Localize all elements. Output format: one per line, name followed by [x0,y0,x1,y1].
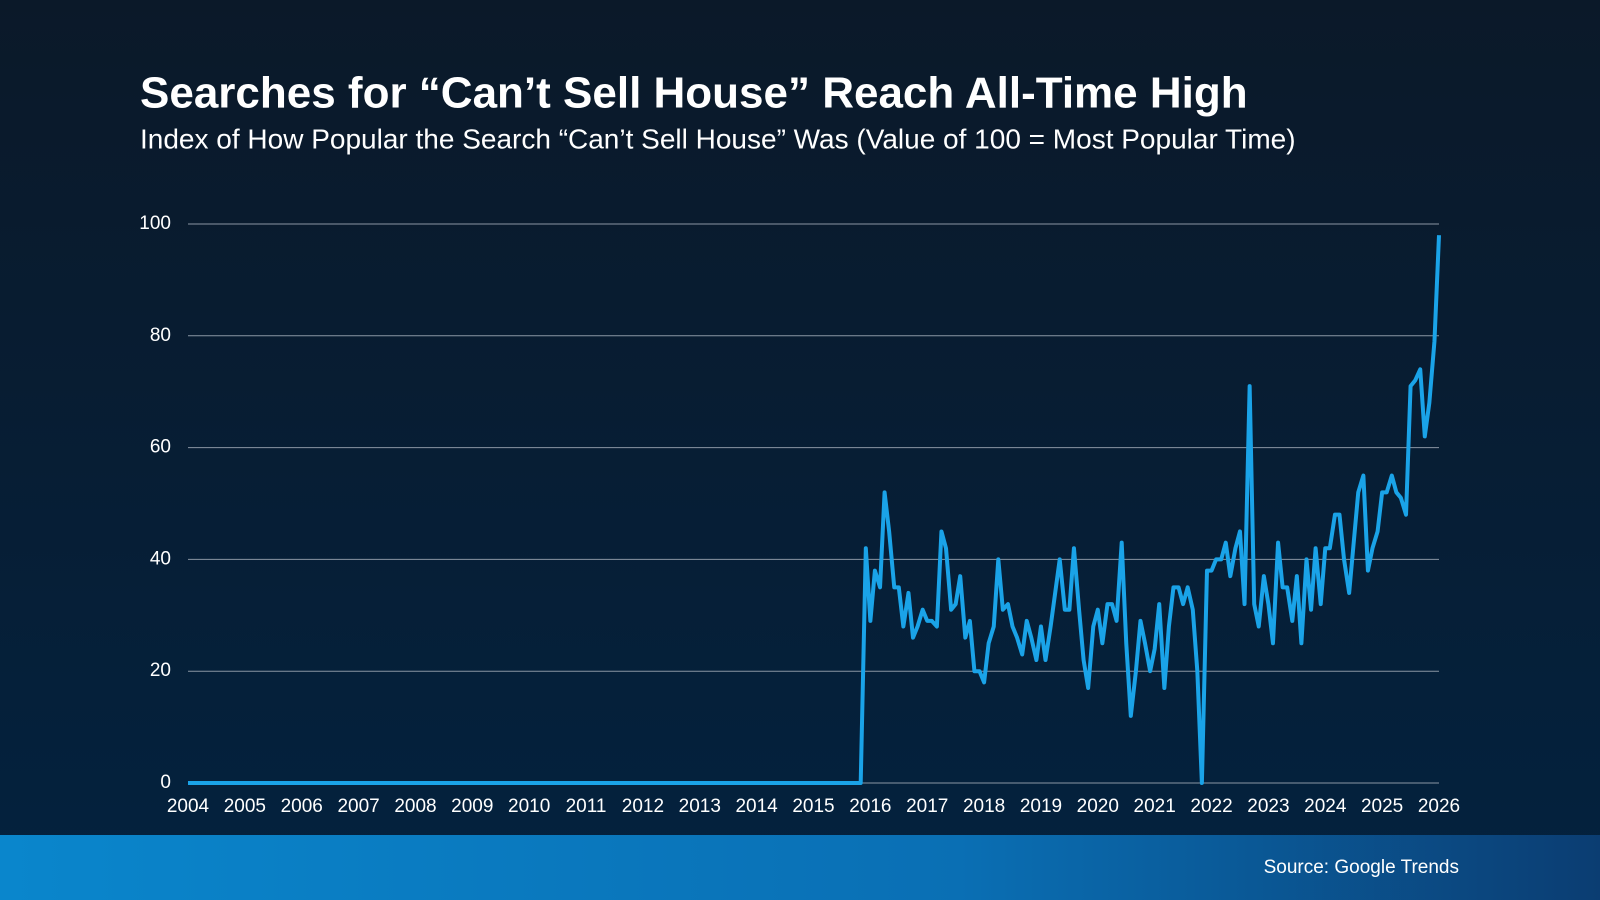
x-tick-label: 2025 [1361,796,1403,817]
x-tick-label: 2026 [1418,796,1460,817]
data-line [188,235,1441,785]
x-tick-label: 2015 [792,796,834,817]
x-tick-label: 2023 [1247,796,1289,817]
y-tick-label: 80 [150,325,171,346]
x-tick-label: 2013 [679,796,721,817]
x-tick-label: 2017 [906,796,948,817]
chart-subtitle: Index of How Popular the Search “Can’t S… [140,123,1296,154]
x-tick-label: 2007 [337,796,379,817]
y-tick-label: 100 [139,213,171,234]
x-tick-label: 2004 [167,796,210,817]
x-tick-label: 2020 [1077,796,1119,817]
x-tick-label: 2012 [622,796,664,817]
x-tick-label: 2014 [735,796,778,817]
y-tick-label: 60 [150,437,171,458]
chart-title: Searches for “Can’t Sell House” Reach Al… [140,69,1248,118]
x-tick-label: 2010 [508,796,550,817]
x-tick-label: 2016 [849,796,891,817]
x-tick-label: 2009 [451,796,493,817]
x-tick-label: 2021 [1134,796,1176,817]
x-tick-label: 2022 [1190,796,1232,817]
x-tick-label: 2006 [281,796,323,817]
y-tick-label: 20 [150,660,171,681]
x-tick-label: 2011 [566,796,607,817]
x-tick-label: 2019 [1020,796,1062,817]
source: Source: Google Trends [1264,857,1459,878]
x-tick-label: 2005 [224,796,266,817]
y-tick-label: 0 [160,772,171,793]
x-tick-label: 2008 [394,796,436,817]
y-tick-label: 40 [150,548,171,569]
x-tick-label: 2018 [963,796,1005,817]
footer-band [0,835,1600,900]
x-tick-label: 2024 [1304,796,1347,817]
